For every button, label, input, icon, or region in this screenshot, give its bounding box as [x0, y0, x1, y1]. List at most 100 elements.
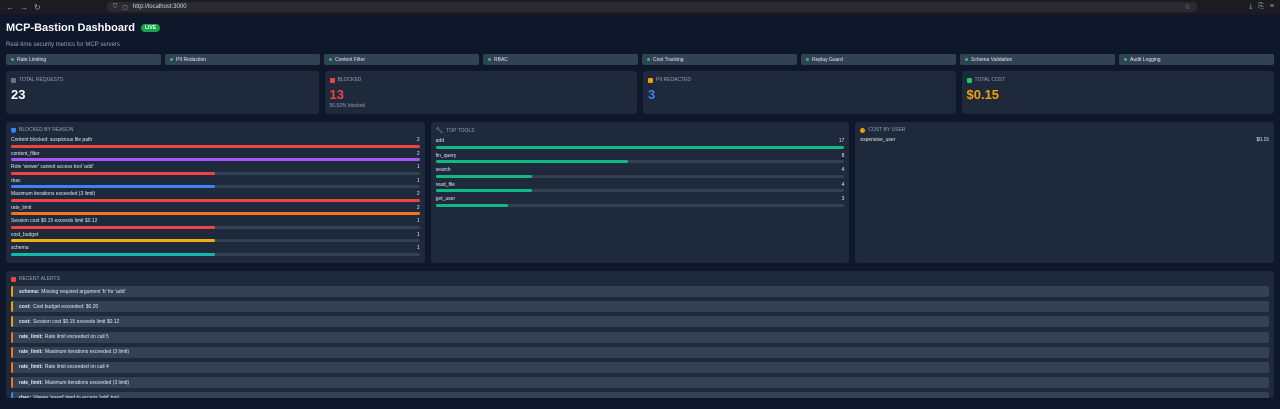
blocked-icon [329, 77, 335, 83]
reason-count: 1 [416, 164, 420, 170]
feature-label: PII Redaction [176, 56, 207, 63]
alert-text: Session cost $0.15 exceeds limit $0.12 [32, 318, 120, 325]
alert-text: Rate limit exceeded on call 4 [44, 364, 109, 371]
bar-track [11, 198, 420, 202]
stat-value: 13 [329, 87, 344, 102]
back-icon[interactable]: ← [6, 2, 14, 12]
page-subtitle: Real-time security metrics for MCP serve… [6, 42, 120, 48]
blocked-reason-row: Role 'viewer' cannot access tool 'add' 1 [11, 164, 420, 175]
extensions-icon[interactable]: ⎘ [1258, 3, 1264, 10]
alert-item: rate_limit: Maximum iterations exceeded (… [11, 346, 1269, 358]
feature-label: RBAC [494, 56, 508, 63]
bar-header: rbac 1 [11, 178, 420, 184]
feature-label: Rate Limiting [17, 56, 47, 63]
bar-fill [435, 189, 532, 192]
bar-fill [435, 203, 508, 207]
feature-chip: Replay Guard [801, 54, 956, 65]
reason-label: Session cost $0.15 exceeds limit $0.12 [11, 218, 98, 224]
bar-fill [11, 239, 216, 242]
tool-row: add 17 [435, 138, 845, 149]
bar-track [435, 174, 845, 178]
tool-row: get_user 3 [435, 196, 845, 207]
tool-count: 4 [841, 167, 845, 173]
alert-item: cost: Session cost $0.15 exceeds limit $0… [11, 316, 1269, 328]
panel-title: BLOCKED BY REASON [19, 127, 74, 133]
tool-label: fin_query [435, 152, 457, 159]
stats-row: TOTAL REQUESTS 23 BLOCKED 13 56.52% blocked P… [6, 71, 1274, 114]
url-text: http://localhost:3000 [132, 4, 187, 10]
bar-fill [435, 160, 628, 163]
blocked-reason-row: Session cost $0.15 exceeds limit $0.12 1 [11, 218, 420, 229]
bar-track [435, 160, 845, 163]
panel-title: TOP TOOLS [446, 127, 475, 134]
blocked-reason-row: rate_limit 2 [11, 205, 420, 215]
stat-card: BLOCKED 13 56.52% blocked [324, 71, 637, 114]
feature-bar: Rate Limiting PII Redaction Content Filter… [6, 54, 1274, 65]
alert-text: Rate limit exceeded on call 5 [44, 334, 109, 341]
forward-icon[interactable]: → [20, 2, 28, 12]
bar-header: Content blocked: suspicious file path 2 [11, 137, 420, 143]
reason-label: rate_limit [11, 204, 32, 211]
menu-icon[interactable]: ≡ [1269, 3, 1274, 10]
warning-icon [11, 276, 16, 282]
stat-subtext: 56.52% blocked [329, 103, 366, 109]
stat-label-text: PII REDACTED [656, 77, 692, 83]
feature-chip: Schema Validation [960, 54, 1115, 65]
bar-track [11, 185, 420, 188]
alert-item: schema: Missing required argument 'b' for… [11, 286, 1269, 297]
reason-count: 1 [416, 245, 420, 251]
alert-text: Maximum iterations exceeded (3 limit) [44, 379, 130, 386]
alert-type: rate_limit: [19, 379, 43, 386]
reason-count: 1 [416, 231, 420, 238]
bar-fill [11, 185, 216, 188]
bar-track [11, 144, 420, 148]
status-dot-icon [965, 58, 968, 61]
stat-value: $0.15 [966, 87, 1000, 102]
reason-count: 2 [416, 191, 420, 197]
bookmark-star-icon[interactable]: ☆ [1184, 4, 1191, 11]
reason-label: content_filter [11, 150, 40, 157]
tool-row: fin_query 8 [435, 152, 845, 163]
wrench-icon: 🔧︎ [435, 128, 444, 134]
shield-icon: ⛉ [112, 3, 118, 10]
alert-text: Maximum iterations exceeded (3 limit) [44, 349, 130, 356]
bar-track [11, 225, 420, 229]
alert-text: Missing required argument 'b' for 'add' [41, 288, 126, 295]
stat-card: TOTAL COST $0.15 [961, 71, 1274, 114]
money-bag-icon [860, 127, 866, 133]
user-name: expensive_user [860, 137, 896, 143]
status-dot-icon [647, 58, 650, 61]
status-dot-icon [329, 58, 332, 61]
download-icon[interactable]: ⤓ [1249, 3, 1253, 10]
bar-track [435, 189, 845, 192]
bar-fill [11, 158, 420, 161]
status-dot-icon [170, 58, 173, 61]
address-bar[interactable]: ⛉ ▢ http://localhost:3000 ☆ [106, 2, 1197, 12]
stat-label-text: TOTAL REQUESTS [19, 77, 64, 83]
bar-header: rate_limit 2 [11, 205, 420, 211]
status-dot-icon [488, 58, 491, 61]
bar-fill [11, 171, 216, 175]
stat-label: BLOCKED [329, 77, 633, 83]
bar-header: search 4 [436, 167, 845, 173]
user-cost-row: expensive_user $0.15 [860, 137, 1269, 143]
chart-icon [11, 77, 16, 83]
alert-type: rate_limit: [19, 364, 43, 371]
alert-type: rbac: [19, 394, 32, 398]
bar-header: content_filter 2 [11, 151, 420, 157]
reload-icon[interactable]: ↻ [34, 2, 41, 12]
reason-label: Role 'viewer' cannot access tool 'add' [11, 164, 94, 170]
bar-track [11, 158, 420, 161]
blocked-reason-row: rbac 1 [11, 178, 420, 188]
alert-item: rbac: Viewer 'guest' tried to access 'add… [11, 392, 1269, 398]
page-icon: ▢ [122, 4, 128, 11]
reason-count: 2 [416, 137, 420, 143]
bar-fill [435, 174, 532, 178]
blocked-reason-row: content_filter 2 [11, 151, 420, 161]
stat-value: 3 [648, 87, 656, 102]
bar-header: get_user 3 [436, 196, 845, 202]
bar-fill [11, 252, 216, 256]
alert-type: rate_limit: [19, 349, 43, 356]
stat-label: PII REDACTED [648, 77, 951, 83]
tool-count: 17 [838, 138, 845, 144]
